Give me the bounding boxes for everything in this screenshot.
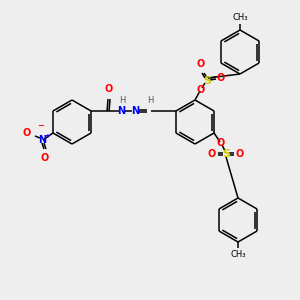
- Text: H: H: [119, 96, 125, 105]
- Text: S: S: [203, 76, 211, 86]
- Text: CH₃: CH₃: [230, 250, 246, 259]
- Text: O: O: [23, 128, 31, 138]
- Text: O: O: [197, 59, 205, 69]
- Text: N: N: [38, 135, 46, 145]
- Text: O: O: [41, 153, 49, 163]
- Text: O: O: [217, 138, 225, 148]
- Text: N: N: [131, 106, 139, 116]
- Text: S: S: [222, 149, 230, 159]
- Text: N: N: [117, 106, 125, 116]
- Text: −: −: [37, 121, 44, 130]
- Text: +: +: [44, 133, 50, 139]
- Text: O: O: [105, 84, 113, 94]
- Text: O: O: [197, 85, 205, 95]
- Text: O: O: [217, 73, 225, 83]
- Text: O: O: [236, 149, 244, 159]
- Text: CH₃: CH₃: [232, 13, 248, 22]
- Text: H: H: [147, 96, 153, 105]
- Text: O: O: [208, 149, 216, 159]
